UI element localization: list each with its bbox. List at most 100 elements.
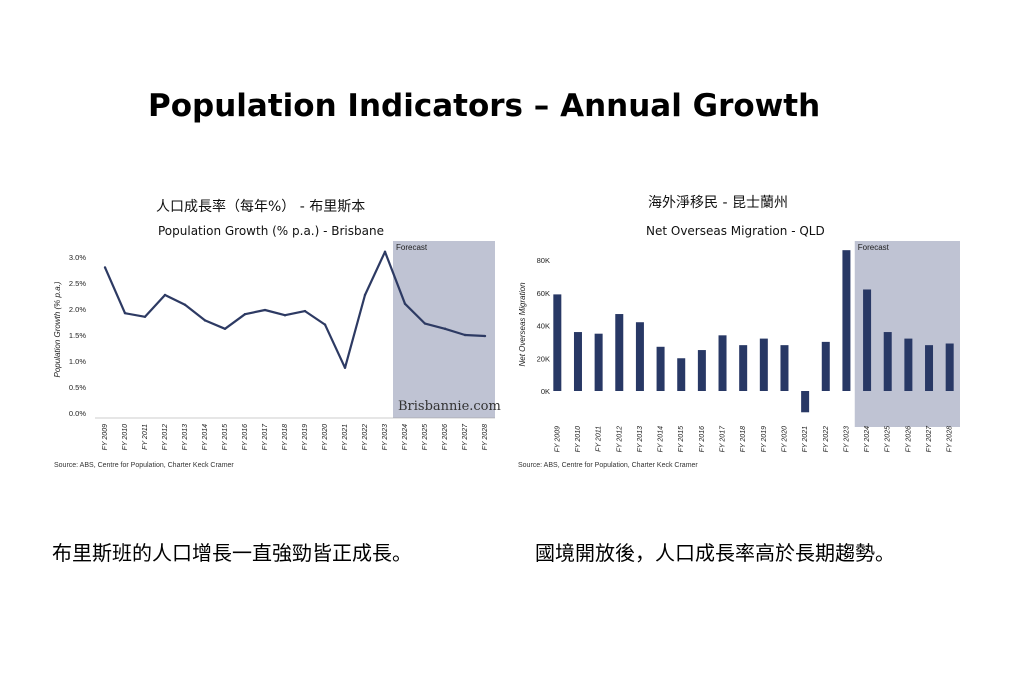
- watermark: Brisbannie.com: [398, 399, 501, 414]
- bar: [553, 294, 562, 391]
- data-point: [443, 327, 447, 330]
- y-tick-label: 2.5%: [69, 279, 86, 288]
- x-tick-label: FY 2017: [262, 423, 269, 450]
- x-tick-label: FY 2024: [402, 424, 409, 450]
- bar: [635, 322, 644, 391]
- data-point: [203, 319, 207, 322]
- x-tick-label: FY 2027: [462, 423, 469, 450]
- x-tick-label: FY 2015: [222, 424, 229, 450]
- data-point: [243, 313, 247, 316]
- data-point: [183, 303, 187, 307]
- data-point: [483, 334, 487, 338]
- x-tick-label: FY 2025: [885, 426, 892, 452]
- data-point: [163, 293, 167, 297]
- x-tick-label: FY 2022: [823, 426, 830, 452]
- x-tick-label: FY 2012: [162, 424, 169, 450]
- line-chart-title: Population Growth (% p.a.) - Brisbane: [158, 224, 384, 238]
- growth-line: [103, 250, 486, 369]
- y-tick-label: 1.5%: [69, 331, 86, 340]
- x-tick-label: FY 2023: [382, 424, 389, 450]
- bar: [718, 335, 727, 391]
- bar: [656, 346, 665, 391]
- bar: [925, 345, 934, 391]
- x-tick-label: FY 2027: [926, 425, 933, 452]
- bar: [594, 333, 603, 391]
- x-tick-label: FY 2025: [422, 424, 429, 450]
- data-point: [363, 293, 367, 297]
- x-tick-label: FY 2012: [616, 426, 623, 452]
- y-tick-label: 0K: [541, 387, 550, 396]
- x-tick-label: FY 2021: [802, 426, 809, 452]
- bar: [821, 341, 830, 391]
- x-tick-label: FY 2019: [761, 426, 768, 452]
- x-tick-label: FY 2019: [302, 424, 309, 450]
- bar: [759, 338, 768, 391]
- x-tick-label: FY 2009: [102, 424, 109, 450]
- x-tick-label: FY 2020: [781, 426, 788, 452]
- y-tick-label: 2.0%: [69, 305, 86, 314]
- bar: [945, 343, 954, 391]
- net-overseas-migration-chart: Forecast 0K 20K 40K 60K 80K Net Overseas Migra…: [518, 241, 960, 452]
- x-tick-label: FY 2016: [699, 426, 706, 452]
- forecast-label: Forecast: [858, 243, 890, 252]
- x-tick-label: FY 2017: [720, 425, 727, 452]
- data-point: [283, 314, 287, 317]
- data-point: [143, 315, 147, 318]
- data-point: [323, 323, 327, 326]
- data-point: [263, 308, 267, 312]
- line-chart-source: Source: ABS, Centre for Population, Char…: [54, 462, 234, 469]
- page-title: Population Indicators – Annual Growth: [148, 88, 821, 124]
- bar: [677, 358, 686, 391]
- data-point: [303, 309, 307, 313]
- x-tick-label: FY 2022: [362, 424, 369, 450]
- data-point: [343, 366, 347, 369]
- x-tick-label: FY 2014: [202, 424, 209, 450]
- data-point: [123, 311, 127, 315]
- bar: [801, 391, 810, 413]
- data-point: [103, 266, 107, 269]
- bar: [739, 345, 748, 391]
- bar-chart-source: Source: ABS, Centre for Population, Char…: [518, 462, 698, 469]
- data-point: [423, 322, 427, 325]
- x-tick-label: FY 2011: [596, 426, 603, 452]
- forecast-label: Forecast: [396, 243, 428, 252]
- x-tick-label: FY 2009: [554, 426, 561, 452]
- bar: [697, 350, 706, 391]
- bar: [573, 332, 582, 391]
- y-tick-label: 60K: [537, 289, 550, 298]
- y-axis-label: Population Growth (% p.a.): [53, 281, 62, 377]
- y-tick-label: 3.0%: [69, 253, 86, 262]
- x-tick-label: FY 2010: [122, 424, 129, 450]
- y-tick-label: 1.0%: [69, 357, 86, 366]
- forecast-region: [854, 241, 960, 427]
- x-tick-label: FY 2015: [678, 426, 685, 452]
- data-point: [403, 302, 407, 305]
- x-tick-label: FY 2016: [242, 424, 249, 450]
- x-tick-label: FY 2018: [740, 426, 747, 452]
- caption-right: 國境開放後，人口成長率高於長期趨勢。: [535, 541, 895, 565]
- data-point: [463, 333, 467, 337]
- bar: [780, 345, 789, 391]
- x-tick-label: FY 2028: [947, 426, 954, 452]
- x-tick-label: FY 2013: [182, 424, 189, 450]
- y-tick-label: 20K: [537, 354, 550, 363]
- x-tick-label: FY 2011: [142, 424, 149, 450]
- x-tick-label: FY 2026: [442, 424, 449, 450]
- x-tick-label: FY 2023: [843, 426, 850, 452]
- bar-chart-title: Net Overseas Migration - QLD: [646, 224, 825, 238]
- x-tick-label: FY 2013: [637, 426, 644, 452]
- x-tick-label: FY 2010: [575, 426, 582, 452]
- bar: [615, 314, 624, 391]
- x-tick-label: FY 2026: [905, 426, 912, 452]
- bar: [904, 338, 913, 391]
- bar-chart-title-zh: 海外淨移民 - 昆士蘭州: [648, 195, 788, 211]
- x-tick-label: FY 2024: [864, 426, 871, 452]
- y-tick-label: 0.5%: [69, 383, 86, 392]
- x-tick-label: FY 2014: [658, 426, 665, 452]
- x-tick-label: FY 2028: [482, 424, 489, 450]
- x-tick-label: FY 2018: [282, 424, 289, 450]
- y-tick-label: 80K: [537, 256, 550, 265]
- data-point: [223, 327, 227, 330]
- line-chart-title-zh: 人口成長率（每年%） - 布里斯本: [156, 199, 366, 215]
- y-tick-label: 40K: [537, 322, 550, 331]
